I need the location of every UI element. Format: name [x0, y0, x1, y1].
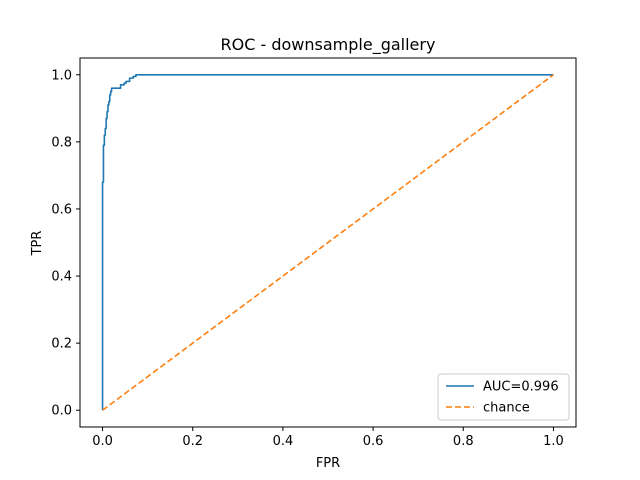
- x-tick-label: 1.0: [543, 434, 564, 449]
- x-axis-label: FPR: [316, 456, 340, 471]
- legend: AUC=0.996 chance: [437, 373, 570, 421]
- legend-label: AUC=0.996: [483, 380, 559, 395]
- x-tick-label: 0.4: [273, 434, 294, 449]
- y-tick-label: 0.4: [51, 270, 72, 285]
- series-line-roc: [101, 73, 554, 411]
- y-tick-label: 0.2: [51, 337, 72, 352]
- x-tick-label: 0.2: [182, 434, 203, 449]
- y-tick-label: 1.0: [51, 68, 72, 83]
- y-tick-label: 0.0: [51, 404, 72, 419]
- y-tick-label: 0.8: [51, 135, 72, 150]
- y-tick-label: 0.6: [51, 202, 72, 217]
- x-tick-label: 0.8: [453, 434, 474, 449]
- y-axis-label: TPR: [30, 231, 45, 257]
- legend-label: chance: [483, 401, 530, 416]
- y-axis-ticks: 0.0 0.2 0.4 0.6 0.8 1.0: [51, 68, 80, 419]
- chart-title: ROC - downsample_gallery: [221, 35, 436, 55]
- plot-frame: [79, 57, 577, 428]
- x-tick-label: 0.6: [363, 434, 384, 449]
- x-axis-ticks: 0.0 0.2 0.4 0.6 0.8 1.0: [92, 427, 564, 449]
- x-tick-label: 0.0: [92, 434, 113, 449]
- plot-area: [79, 57, 577, 428]
- series-line-chance: [102, 74, 554, 411]
